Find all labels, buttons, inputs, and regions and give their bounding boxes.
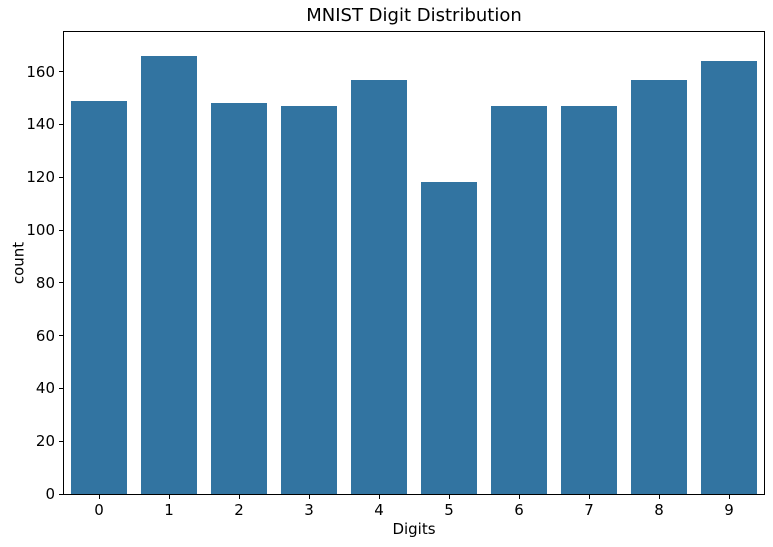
x-tick-label: 7 (584, 501, 594, 519)
y-tick-label: 80 (35, 273, 55, 292)
x-tick-label: 3 (304, 501, 314, 519)
x-tick-label: 6 (514, 501, 524, 519)
bar-digit-8 (631, 79, 687, 494)
x-tick-label: 2 (234, 501, 244, 519)
x-tick-mark (518, 495, 520, 499)
y-tick-label: 60 (35, 326, 55, 345)
x-tick-label: 5 (444, 501, 454, 519)
x-tick-label: 0 (94, 501, 104, 519)
bar-digit-4 (351, 79, 407, 494)
x-tick-mark (308, 495, 310, 499)
y-tick-label: 120 (26, 168, 55, 187)
x-tick-mark (238, 495, 240, 499)
y-tick-mark (59, 493, 63, 495)
x-axis-label: Digits (392, 520, 436, 538)
y-tick-mark (59, 176, 63, 178)
bar-digit-6 (491, 105, 547, 494)
bar-digit-0 (71, 100, 127, 494)
bar-digit-5 (421, 182, 477, 494)
y-tick-label: 20 (35, 432, 55, 451)
x-tick-mark (98, 495, 100, 499)
x-tick-mark (728, 495, 730, 499)
bar-digit-2 (211, 103, 267, 494)
y-tick-label: 160 (26, 62, 55, 81)
bar-digit-3 (281, 105, 337, 494)
x-tick-label: 4 (374, 501, 384, 519)
x-tick-mark (378, 495, 380, 499)
y-tick-label: 100 (26, 221, 55, 239)
y-tick-mark (59, 123, 63, 125)
bar-digit-1 (141, 55, 197, 494)
chart-title: MNIST Digit Distribution (306, 5, 522, 26)
x-tick-mark (448, 495, 450, 499)
bar-digit-9 (701, 61, 757, 494)
y-tick-label: 140 (26, 115, 55, 134)
x-tick-label: 8 (654, 501, 664, 519)
x-tick-label: 9 (724, 501, 734, 519)
plot-area (63, 31, 765, 495)
x-tick-label: 1 (164, 501, 174, 519)
y-tick-mark (59, 282, 63, 284)
y-tick-label: 0 (45, 485, 55, 503)
y-tick-mark (59, 71, 63, 73)
x-tick-mark (588, 495, 590, 499)
y-tick-mark (59, 440, 63, 442)
x-tick-mark (168, 495, 170, 499)
y-tick-mark (59, 335, 63, 337)
y-tick-mark (59, 229, 63, 231)
y-tick-mark (59, 387, 63, 389)
bar-digit-7 (561, 105, 617, 494)
y-tick-label: 40 (35, 379, 55, 398)
x-tick-mark (658, 495, 660, 499)
